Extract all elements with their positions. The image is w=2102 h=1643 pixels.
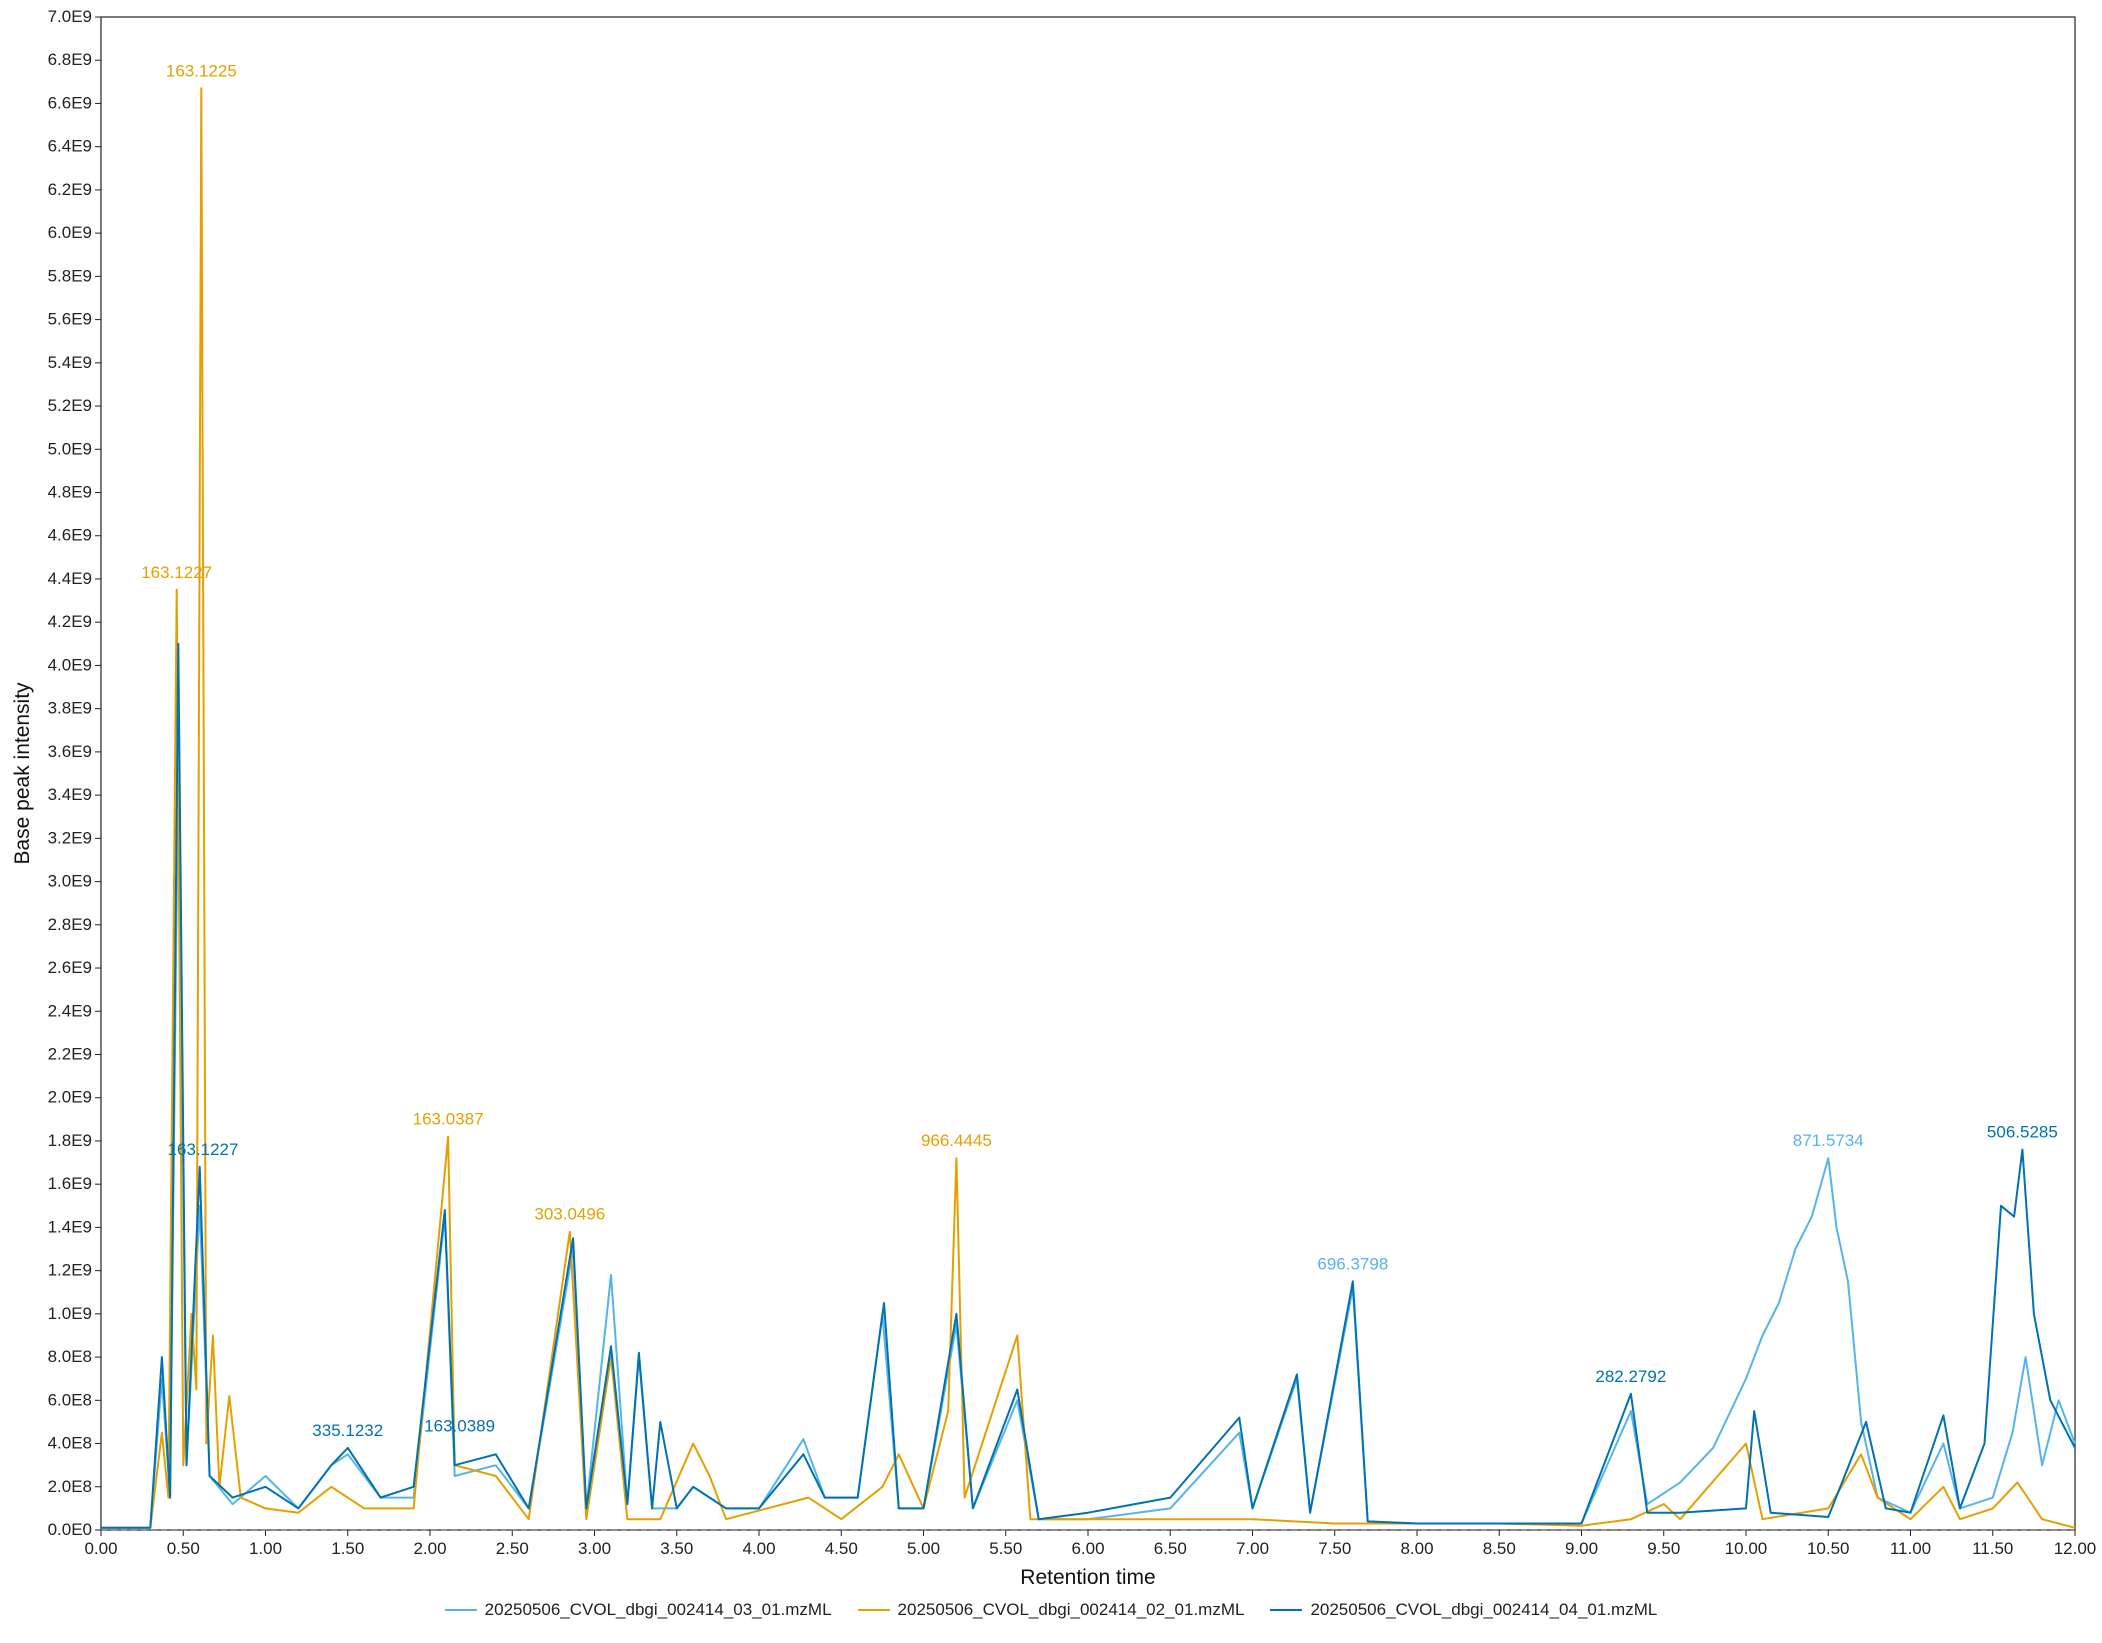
peak-annotation: 696.3798 xyxy=(1317,1254,1388,1273)
legend-item-series-1[interactable]: 20250506_CVOL_dbgi_002414_03_01.mzML xyxy=(444,1600,832,1620)
series-line-1 xyxy=(101,750,2076,1529)
y-tick-label: 0.0E0 xyxy=(48,1520,92,1539)
y-tick-label: 7.0E9 xyxy=(48,7,92,26)
x-tick-label: 8.50 xyxy=(1483,1539,1516,1558)
legend-swatch-series-1 xyxy=(444,1609,477,1611)
y-tick-label: 4.8E9 xyxy=(48,483,92,502)
y-tick-label: 3.6E9 xyxy=(48,742,92,761)
x-tick-label: 4.00 xyxy=(742,1539,775,1558)
x-tick-label: 11.50 xyxy=(1972,1539,2013,1558)
x-tick-label: 5.00 xyxy=(907,1539,940,1558)
legend-label-series-2: 20250506_CVOL_dbgi_002414_02_01.mzML xyxy=(897,1600,1245,1619)
x-tick-label: 1.00 xyxy=(249,1539,282,1558)
y-tick-label: 6.0E8 xyxy=(48,1390,92,1409)
peak-annotation: 163.1225 xyxy=(166,61,237,80)
x-tick-label: 0.50 xyxy=(167,1539,200,1558)
y-tick-label: 5.8E9 xyxy=(48,266,92,285)
y-axis-label: Base peak intensity xyxy=(11,682,34,865)
y-tick-label: 5.0E9 xyxy=(48,439,92,458)
peak-annotation: 163.0387 xyxy=(413,1110,484,1129)
peak-annotation: 163.1227 xyxy=(141,563,212,582)
x-tick-label: 0.00 xyxy=(84,1539,117,1558)
y-tick-label: 5.2E9 xyxy=(48,396,92,415)
y-tick-label: 6.8E9 xyxy=(48,50,92,69)
legend-label-series-1: 20250506_CVOL_dbgi_002414_03_01.mzML xyxy=(484,1600,832,1619)
y-tick-label: 2.2E9 xyxy=(48,1044,92,1063)
y-tick-label: 1.8E9 xyxy=(48,1131,92,1150)
y-tick-label: 4.6E9 xyxy=(48,526,92,545)
x-tick-label: 5.50 xyxy=(989,1539,1022,1558)
y-tick-label: 4.0E8 xyxy=(48,1434,92,1453)
y-tick-label: 1.0E9 xyxy=(48,1304,92,1323)
y-tick-label: 2.0E8 xyxy=(48,1477,92,1496)
legend-swatch-series-3 xyxy=(1270,1609,1303,1611)
y-tick-label: 4.0E9 xyxy=(48,655,92,674)
y-tick-label: 3.2E9 xyxy=(48,828,92,847)
y-tick-label: 2.0E9 xyxy=(48,1088,92,1107)
y-tick-label: 1.4E9 xyxy=(48,1217,92,1236)
peak-annotation: 506.5285 xyxy=(1987,1123,2058,1142)
y-tick-label: 2.4E9 xyxy=(48,1001,92,1020)
x-tick-label: 3.00 xyxy=(578,1539,611,1558)
x-tick-label: 10.50 xyxy=(1807,1539,1850,1558)
x-tick-label: 11.00 xyxy=(1890,1539,1931,1558)
x-axis-label: Retention time xyxy=(1020,1566,1155,1589)
legend: 20250506_CVOL_dbgi_002414_03_01.mzML 202… xyxy=(0,1600,2102,1620)
x-tick-label: 9.00 xyxy=(1565,1539,1598,1558)
x-tick-label: 6.50 xyxy=(1154,1539,1187,1558)
y-tick-label: 3.8E9 xyxy=(48,699,92,718)
peak-annotation: 303.0496 xyxy=(534,1205,605,1224)
peak-annotation: 871.5734 xyxy=(1793,1131,1864,1150)
x-tick-label: 7.00 xyxy=(1236,1539,1269,1558)
y-tick-label: 5.6E9 xyxy=(48,310,92,329)
legend-item-series-3[interactable]: 20250506_CVOL_dbgi_002414_04_01.mzML xyxy=(1270,1600,1657,1620)
x-tick-label: 6.00 xyxy=(1071,1539,1104,1558)
y-tick-label: 6.6E9 xyxy=(48,93,92,112)
peak-annotation: 282.2792 xyxy=(1595,1367,1666,1386)
legend-swatch-series-2 xyxy=(857,1609,890,1611)
x-tick-label: 2.50 xyxy=(496,1539,529,1558)
x-tick-label: 9.50 xyxy=(1647,1539,1680,1558)
x-tick-label: 3.50 xyxy=(660,1539,693,1558)
y-tick-label: 2.8E9 xyxy=(48,915,92,934)
y-tick-label: 5.4E9 xyxy=(48,353,92,372)
peak-annotation: 335.1232 xyxy=(312,1421,383,1440)
series-line-2 xyxy=(101,87,2076,1529)
y-tick-label: 4.2E9 xyxy=(48,612,92,631)
y-tick-label: 3.0E9 xyxy=(48,872,92,891)
x-tick-label: 12.00 xyxy=(2054,1539,2097,1558)
y-tick-label: 1.6E9 xyxy=(48,1174,92,1193)
x-tick-label: 10.00 xyxy=(1725,1539,1768,1558)
x-tick-label: 4.50 xyxy=(825,1539,858,1558)
y-tick-label: 8.0E8 xyxy=(48,1347,92,1366)
peak-annotation: 966.4445 xyxy=(921,1131,992,1150)
y-tick-label: 6.2E9 xyxy=(48,180,92,199)
x-tick-label: 8.00 xyxy=(1400,1539,1433,1558)
y-tick-label: 6.0E9 xyxy=(48,223,92,242)
x-tick-label: 2.00 xyxy=(413,1539,446,1558)
x-tick-label: 1.50 xyxy=(331,1539,364,1558)
y-tick-label: 1.2E9 xyxy=(48,1261,92,1280)
series-line-3 xyxy=(101,642,2076,1529)
y-tick-label: 4.4E9 xyxy=(48,569,92,588)
legend-label-series-3: 20250506_CVOL_dbgi_002414_04_01.mzML xyxy=(1310,1600,1658,1619)
y-tick-label: 2.6E9 xyxy=(48,958,92,977)
x-tick-label: 7.50 xyxy=(1318,1539,1351,1558)
peak-annotation: 163.1227 xyxy=(168,1140,239,1159)
legend-item-series-2[interactable]: 20250506_CVOL_dbgi_002414_02_01.mzML xyxy=(857,1600,1245,1620)
peak-annotation: 163.0389 xyxy=(424,1417,495,1436)
y-tick-label: 6.4E9 xyxy=(48,137,92,156)
y-tick-label: 3.4E9 xyxy=(48,785,92,804)
